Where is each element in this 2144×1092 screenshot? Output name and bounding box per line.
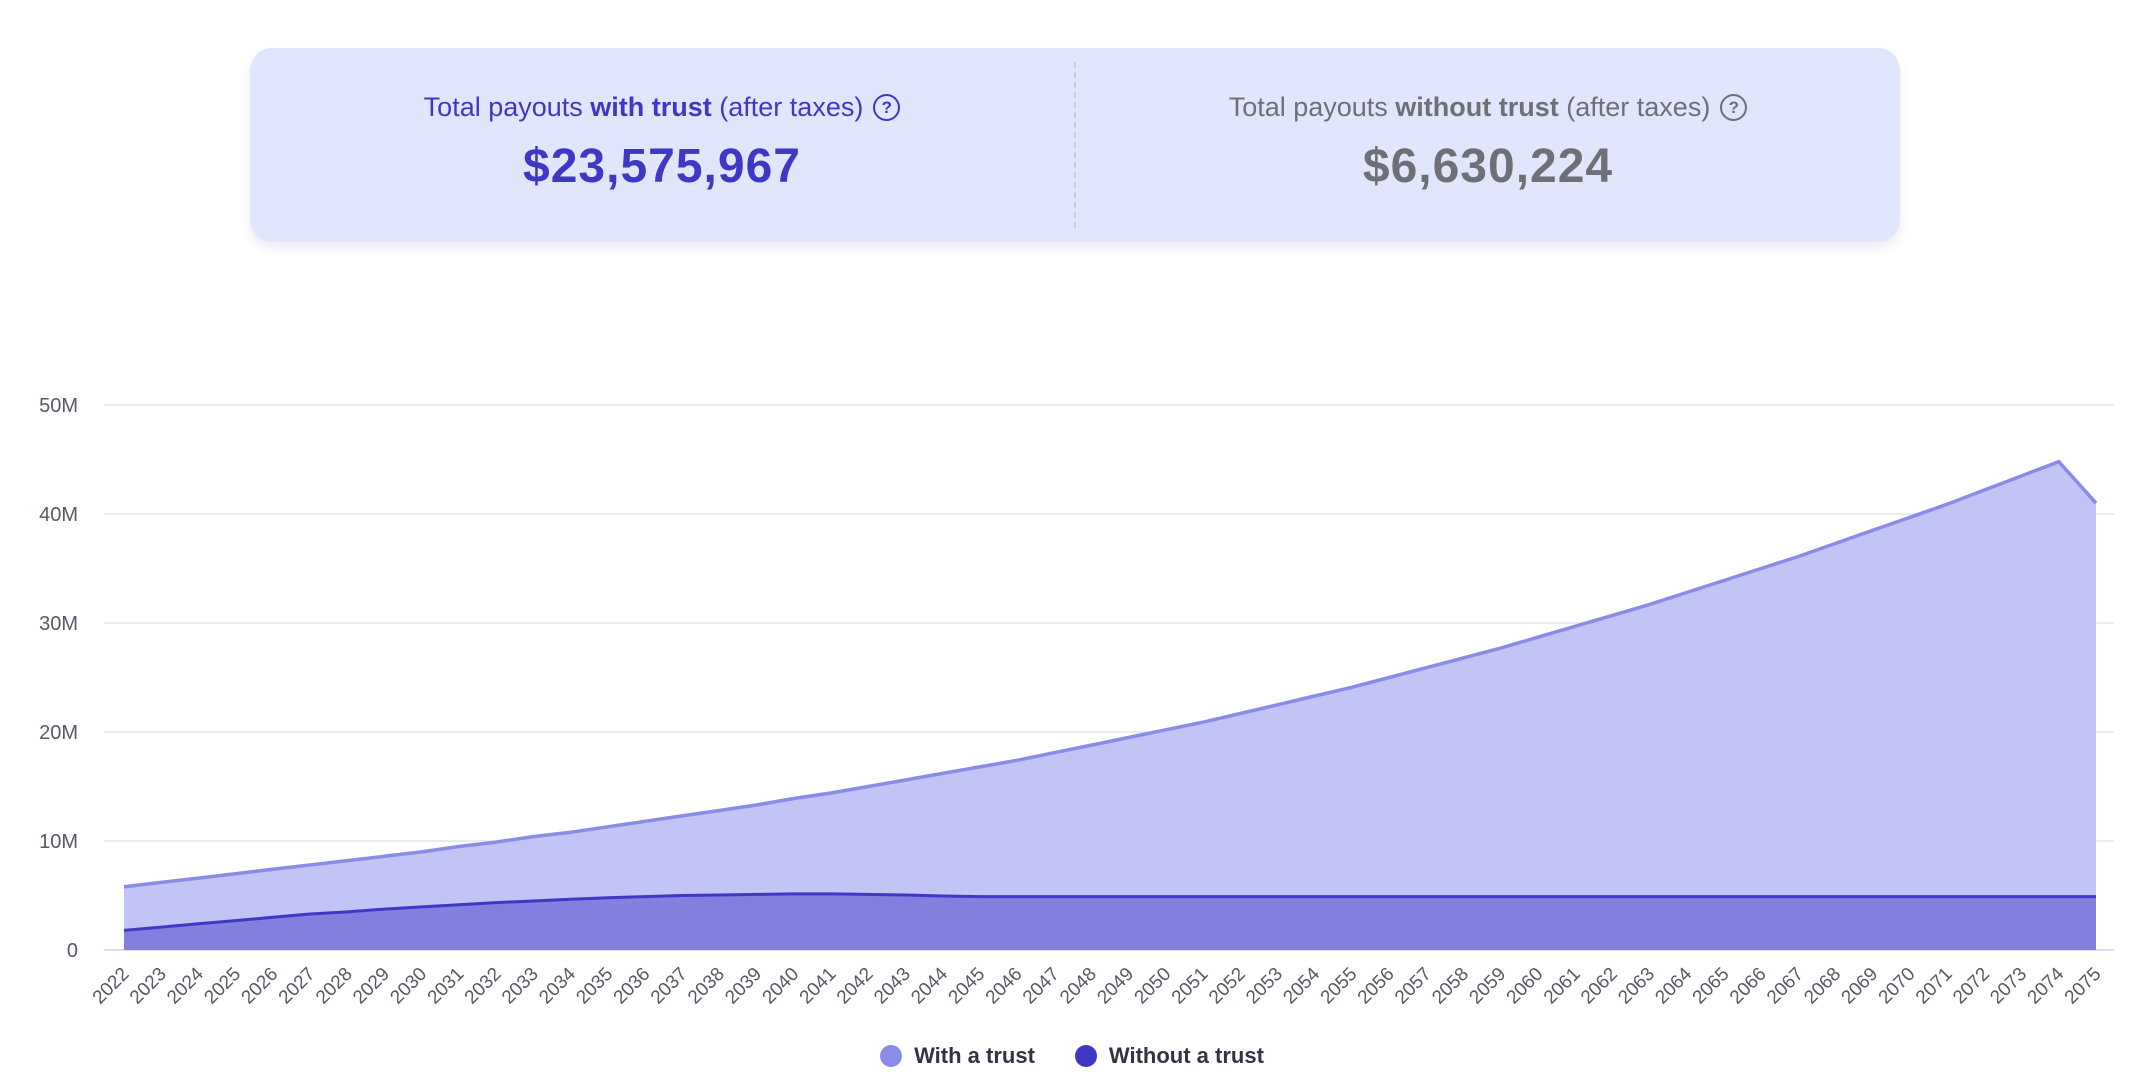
x-tick-label: 2046 [982, 964, 1027, 1009]
legend-item-without-trust[interactable]: Without a trust [1074, 1043, 1264, 1069]
x-tick-label: 2023 [126, 964, 171, 1009]
without-trust-label-suffix: (after taxes) [1558, 92, 1711, 122]
chart-areas [123, 459, 2098, 950]
area-with-trust[interactable] [124, 461, 2096, 950]
x-tick-label: 2024 [163, 963, 208, 1008]
with-trust-label-prefix: Total payouts [423, 92, 591, 122]
y-tick-label: 10M [39, 831, 78, 853]
x-tick-label: 2065 [1689, 964, 1734, 1009]
x-tick-label: 2061 [1540, 964, 1585, 1009]
x-tick-label: 2028 [312, 964, 357, 1009]
legend-dot-without-trust [1074, 1045, 1097, 1067]
question-circle-icon[interactable]: ? [873, 94, 901, 121]
x-tick-label: 2033 [498, 964, 543, 1009]
x-tick-label: 2045 [945, 964, 990, 1009]
x-tick-label: 2053 [1242, 964, 1287, 1009]
x-tick-label: 2067 [1763, 964, 1808, 1009]
series-line-with-trust[interactable] [123, 459, 2098, 889]
x-tick-label: 2056 [1354, 964, 1399, 1009]
legend-dot-with-trust [880, 1045, 903, 1067]
x-tick-label: 2039 [721, 964, 766, 1009]
x-tick-label: 2022 [89, 964, 134, 1009]
with-trust-summary: Total payouts with trust (after taxes) ?… [250, 48, 1074, 242]
x-tick-label: 2038 [684, 964, 729, 1009]
x-tick-label: 2051 [1168, 964, 1213, 1009]
y-tick-label: 0 [67, 940, 78, 962]
x-tick-label: 2026 [238, 964, 283, 1009]
without-trust-label-bold: without trust [1395, 92, 1559, 122]
x-tick-label: 2043 [870, 964, 915, 1009]
x-tick-label: 2068 [1800, 964, 1845, 1009]
x-tick-label: 2054 [1279, 963, 1324, 1008]
with-trust-label-bold: with trust [590, 92, 712, 122]
series-line-without-trust[interactable] [123, 892, 2096, 932]
x-tick-label: 2070 [1875, 964, 1920, 1009]
x-tick-label: 2047 [1019, 964, 1064, 1009]
x-tick-label: 2060 [1503, 964, 1548, 1009]
without-trust-label-prefix: Total payouts [1228, 92, 1396, 122]
x-tick-label: 2057 [1391, 964, 1436, 1009]
legend-label-with-trust: With a trust [914, 1043, 1035, 1068]
without-trust-summary: Total payouts without trust (after taxes… [1076, 48, 1900, 242]
x-tick-label: 2048 [1056, 964, 1101, 1009]
x-tick-label: 2032 [461, 964, 506, 1009]
x-tick-label: 2055 [1317, 964, 1362, 1009]
x-tick-label: 2029 [349, 964, 394, 1009]
with-trust-label-suffix: (after taxes) [711, 92, 864, 122]
x-tick-label: 2025 [200, 964, 245, 1009]
x-tick-label: 2069 [1838, 964, 1883, 1009]
x-tick-label: 2058 [1428, 964, 1473, 1009]
area-without-trust[interactable] [124, 893, 2096, 950]
chart-legend: With a trust Without a trust [0, 1043, 2144, 1069]
x-tick-label: 2041 [796, 964, 841, 1009]
x-tick-label: 2034 [535, 963, 580, 1008]
x-tick-label: 2073 [1986, 964, 2031, 1009]
x-axis-ticks: 2022202320242025202620272028202920302031… [89, 963, 2106, 1008]
x-tick-label: 2075 [2061, 964, 2106, 1009]
x-tick-label: 2071 [1912, 964, 1957, 1009]
y-tick-label: 50M [39, 395, 78, 417]
x-tick-label: 2074 [2024, 963, 2069, 1008]
x-tick-label: 2063 [1614, 964, 1659, 1009]
x-tick-label: 2040 [759, 964, 804, 1009]
with-trust-total: $23,575,967 [523, 140, 801, 193]
y-axis-ticks: 0 10M 20M 30M 40M 50M [39, 395, 78, 962]
without-trust-total: $6,630,224 [1362, 140, 1614, 193]
summary-divider [1074, 62, 1076, 228]
question-circle-icon[interactable]: ? [1720, 94, 1748, 121]
x-tick-label: 2059 [1465, 964, 1510, 1009]
y-tick-label: 30M [39, 613, 78, 635]
x-tick-label: 2030 [386, 964, 431, 1009]
x-tick-label: 2050 [1131, 964, 1176, 1009]
x-tick-label: 2027 [275, 964, 320, 1009]
x-tick-label: 2064 [1652, 963, 1697, 1008]
x-tick-label: 2042 [833, 964, 878, 1009]
x-tick-label: 2035 [572, 964, 617, 1009]
x-tick-label: 2072 [1949, 964, 1994, 1009]
legend-label-without-trust: Without a trust [1108, 1043, 1264, 1068]
x-tick-label: 2062 [1577, 964, 1622, 1009]
x-tick-label: 2036 [610, 964, 655, 1009]
x-tick-label: 2044 [907, 963, 952, 1008]
x-tick-label: 2066 [1726, 964, 1771, 1009]
payout-summary-card: Total payouts with trust (after taxes) ?… [250, 48, 1900, 242]
legend-item-with-trust[interactable]: With a trust [880, 1043, 1035, 1069]
without-trust-label: Total payouts without trust (after taxes… [1229, 92, 1748, 123]
x-tick-label: 2052 [1205, 964, 1250, 1009]
y-tick-label: 20M [39, 722, 78, 744]
with-trust-label: Total payouts with trust (after taxes) ? [424, 92, 901, 123]
y-tick-label: 40M [39, 504, 78, 526]
x-tick-label: 2037 [647, 964, 692, 1009]
x-tick-label: 2031 [424, 964, 469, 1009]
x-tick-label: 2049 [1093, 964, 1138, 1009]
